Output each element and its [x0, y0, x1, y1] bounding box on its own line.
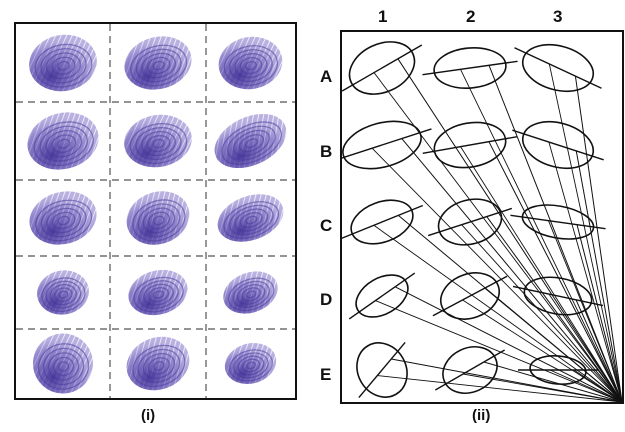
ellipse-c3-axis-line	[510, 214, 606, 230]
ellipse-d1-ray-secondary	[375, 300, 623, 403]
fingerprint-d1	[37, 270, 89, 315]
ellipse-b1	[340, 120, 432, 170]
ellipse-b3-ray-secondary	[548, 141, 623, 403]
ellipse-b3-ray	[575, 150, 623, 403]
fingerprint-grid-panel	[14, 22, 297, 400]
ellipse-a3-ray-secondary	[548, 63, 623, 403]
ellipse-c2-axis-line	[427, 207, 513, 237]
row-label-c: C	[320, 216, 333, 235]
ellipse-c3-ray-secondary	[548, 220, 623, 403]
ellipse-b3-axis-line	[512, 129, 604, 161]
row-label-a: A	[320, 67, 333, 86]
ellipse-d3	[512, 276, 604, 316]
ellipse-d1	[348, 272, 416, 320]
row-label-e: E	[320, 365, 332, 384]
ellipse-a1	[341, 41, 423, 95]
ellipse-d2	[432, 272, 508, 320]
ellipse-d3-axis-line	[512, 285, 604, 307]
fingerprint-c3	[217, 194, 284, 242]
fingerprint-c1	[29, 191, 97, 245]
ellipse-e2	[435, 346, 505, 394]
fingerprint-b3	[214, 113, 287, 169]
ellipse-a3	[514, 43, 602, 93]
ellipse-d3-ray	[575, 299, 623, 403]
fingerprint-a3	[218, 36, 283, 90]
ellipse-a3-ray	[574, 76, 623, 403]
ellipse-b3	[512, 120, 604, 170]
ellipse-c3	[510, 204, 606, 240]
ellipse-e3-ray-secondary	[549, 369, 623, 403]
ellipse-a1-ray	[397, 58, 623, 403]
ellipse-c2	[427, 198, 513, 246]
ellipse-d1-ray	[394, 286, 623, 403]
fingerprint-b2	[124, 114, 192, 168]
panel-ii-label: (ii)	[472, 407, 491, 424]
ellipse-c3-ray	[576, 224, 623, 403]
ellipse-b2	[422, 121, 518, 169]
ellipse-d1-axis-line	[348, 272, 416, 320]
ellipse-e2-ray-secondary	[462, 373, 623, 403]
ellipse-orientation-diagram	[340, 30, 624, 404]
ellipse-c1	[340, 199, 424, 245]
ellipse-b1-ray-secondary	[371, 147, 623, 403]
ellipse-c1-axis-line	[340, 204, 424, 240]
ellipse-e2-axis-line	[435, 349, 505, 391]
ellipse-e1	[356, 341, 408, 399]
fingerprint-a2	[124, 36, 192, 90]
fingerprint-e3	[224, 343, 277, 384]
ellipse-d3-ray-secondary	[548, 293, 623, 403]
ellipse-a2-ray-secondary	[460, 69, 623, 403]
ellipse-e1-ray-secondary	[377, 375, 623, 403]
panel-i-label: (i)	[141, 407, 156, 424]
ellipse-d2-ray	[484, 287, 623, 403]
ellipse-a3-axis-line	[514, 47, 602, 89]
ellipse-b2-ray	[488, 141, 623, 403]
ellipse-c2-ray-secondary	[461, 224, 623, 403]
row-label-b: B	[320, 142, 333, 161]
ellipse-a2-ray	[488, 65, 623, 403]
ellipse-set	[340, 41, 606, 399]
ellipse-a2-axis-line	[422, 60, 518, 76]
fingerprint-set	[27, 34, 287, 394]
ellipse-b2-axis-line	[422, 135, 518, 155]
convergence-lines	[371, 58, 623, 403]
ellipse-e2-ray	[483, 361, 623, 403]
ellipse-b1-axis-line	[340, 128, 432, 160]
ellipse-c2-ray	[486, 216, 623, 403]
ellipse-a1-axis-line	[341, 44, 423, 92]
ellipse-a2	[422, 47, 518, 89]
ellipse-d2-axis-line	[432, 275, 508, 317]
column-label-3: 3	[553, 7, 563, 26]
ellipse-b2-ray-secondary	[460, 146, 623, 403]
fingerprint-e1	[33, 333, 93, 394]
ellipse-e3-ray	[573, 369, 623, 403]
ellipse-c1-ray-secondary	[373, 224, 623, 403]
fingerprint-a1	[29, 34, 97, 92]
column-label-2: 2	[466, 7, 476, 26]
grid-dashed-lines	[16, 24, 295, 398]
ellipse-e1-axis-line	[358, 341, 406, 399]
fingerprint-d2	[128, 269, 188, 316]
column-label-1: 1	[378, 7, 388, 26]
ellipse-e3	[518, 355, 598, 385]
fingerprint-e2	[126, 336, 190, 391]
row-label-d: D	[320, 290, 333, 309]
fingerprint-c2	[126, 191, 190, 245]
fingerprint-d3	[223, 271, 278, 314]
ellipse-b1-ray	[401, 138, 623, 403]
ellipse-d2-ray-secondary	[462, 299, 623, 403]
fingerprint-b1	[27, 112, 99, 170]
